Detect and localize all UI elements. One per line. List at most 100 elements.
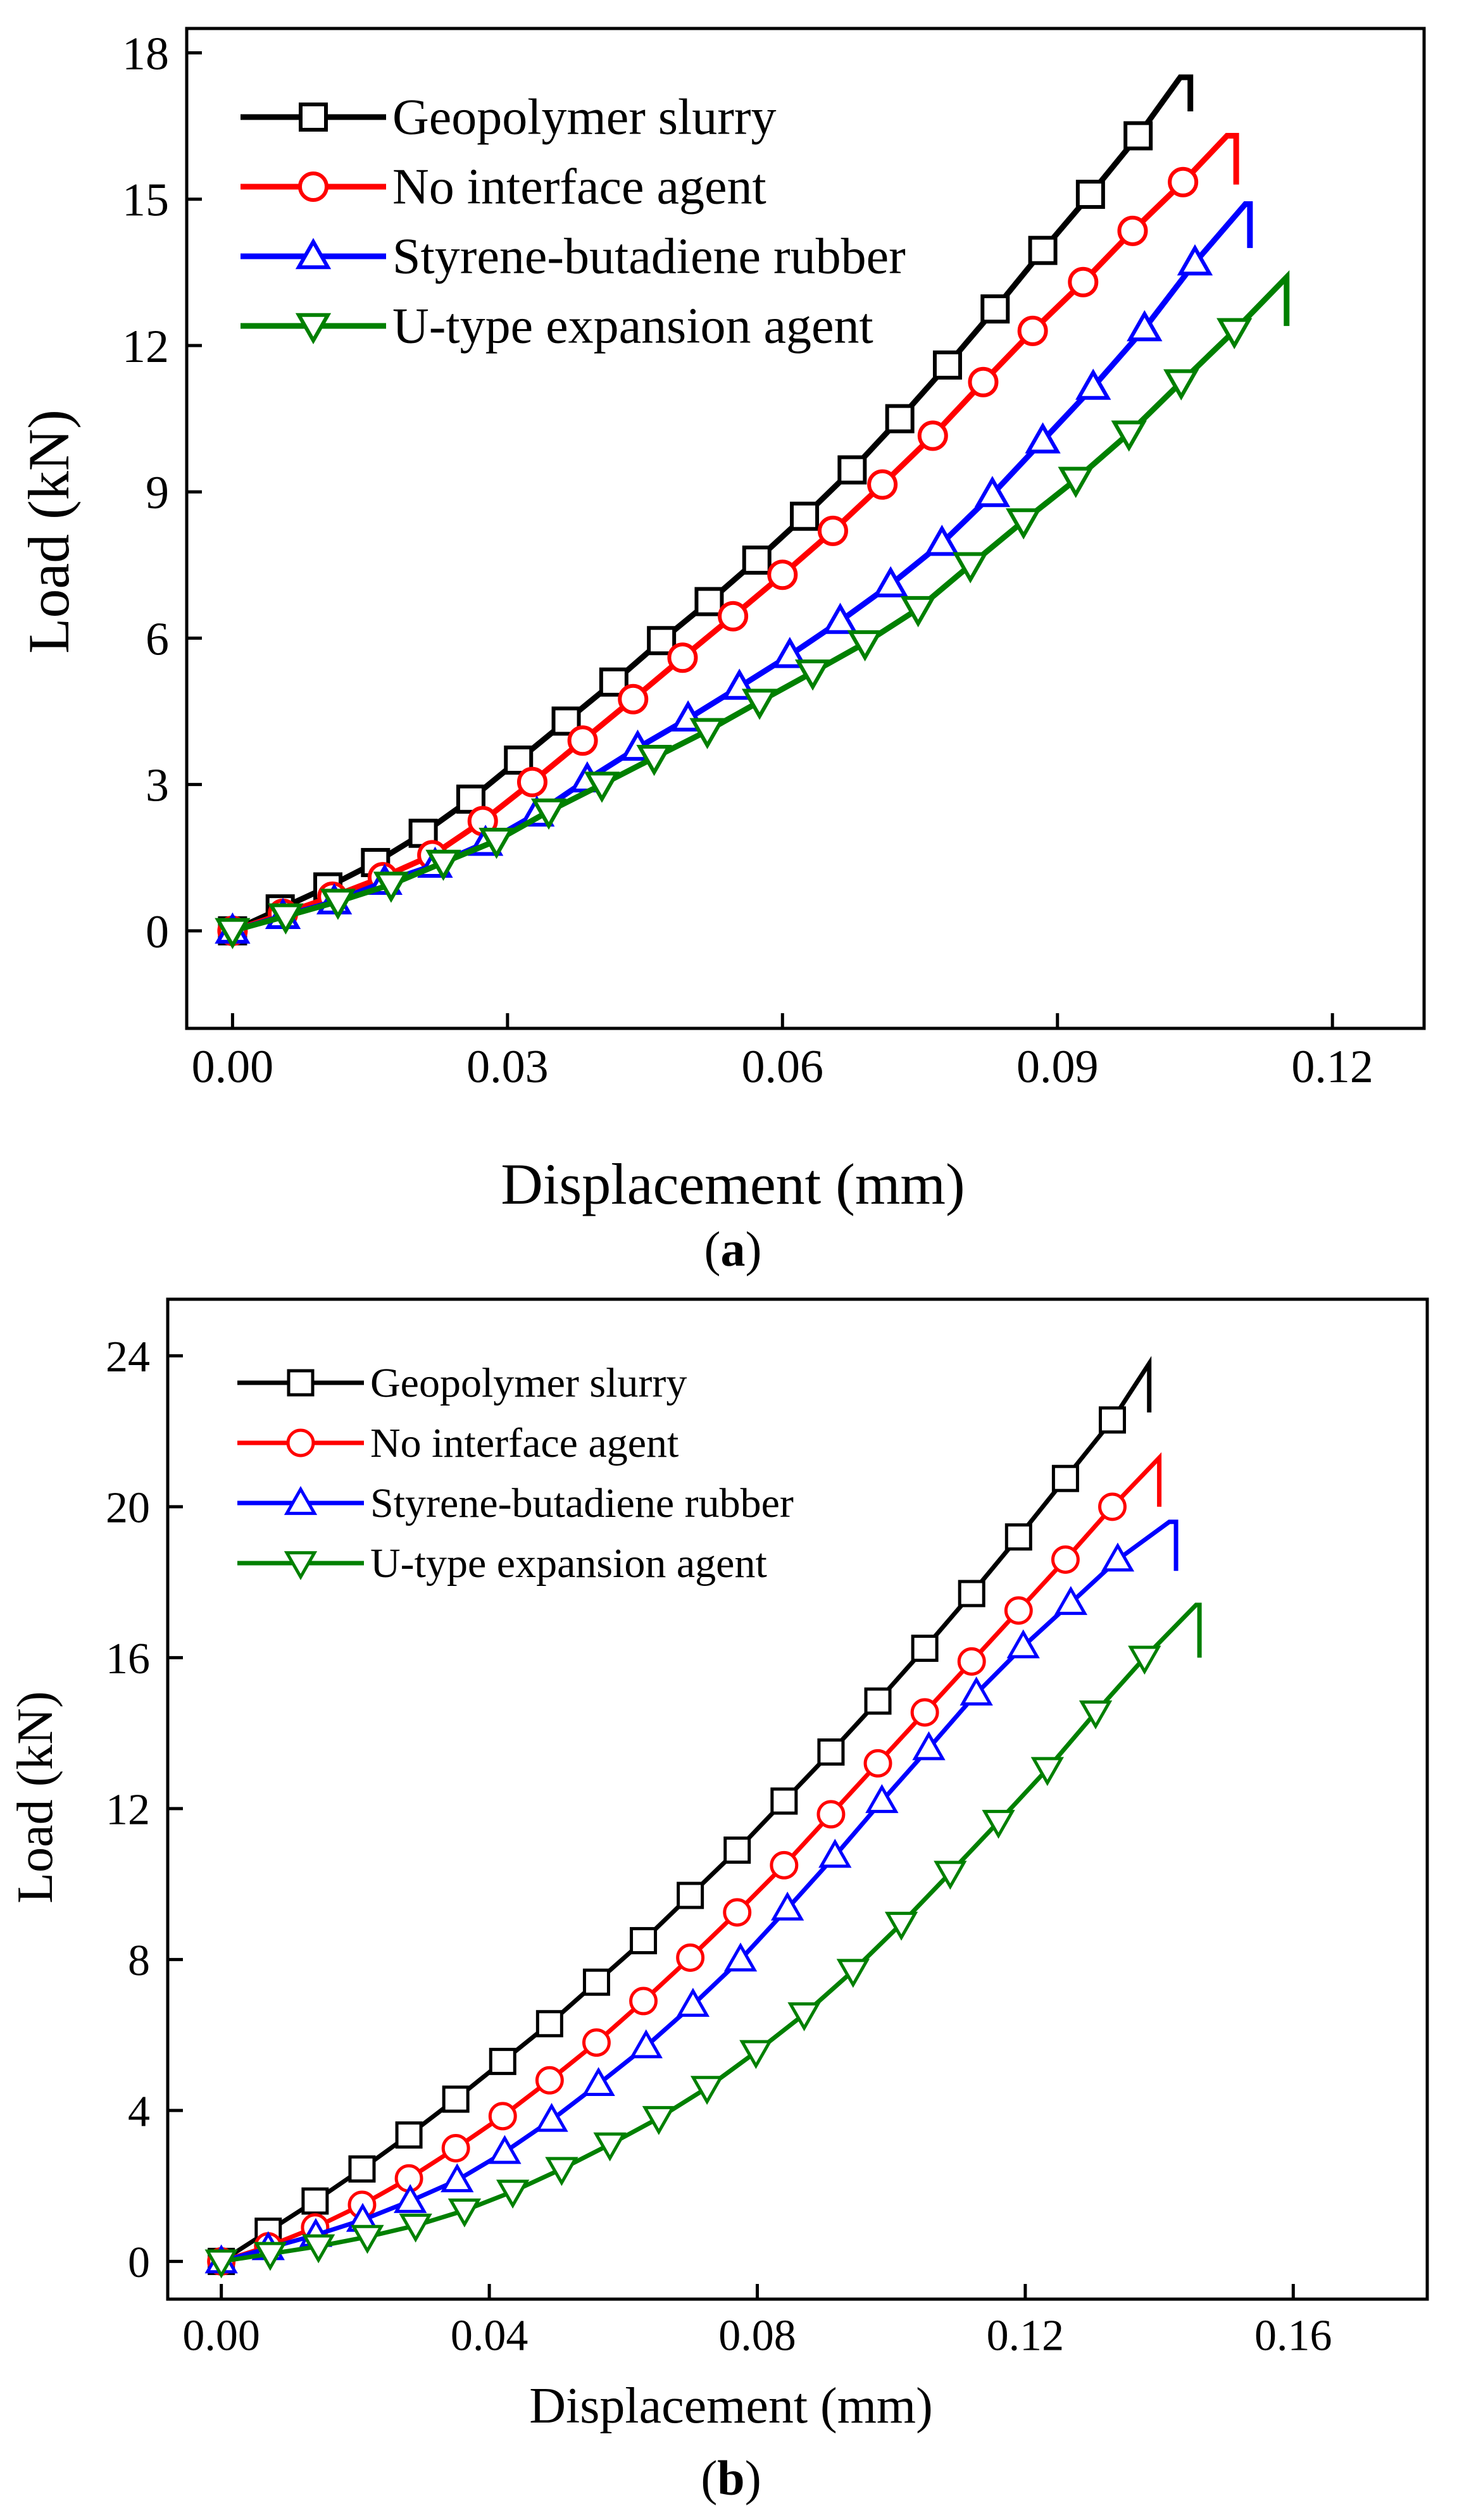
chart-b-series-1-line [220, 1452, 1162, 2264]
chart-a-legend-label-3: U-type expansion agent [392, 298, 873, 354]
chart-a-series-1-point-16 [1017, 315, 1048, 346]
chart-a-series-1-point-11 [767, 559, 798, 590]
chart-a-series-3-point-0 [215, 918, 251, 949]
chart-a-series-3-point-6 [530, 798, 567, 830]
chart-b-series-3-point-8 [593, 2132, 627, 2162]
chart-a-y-tick-label-3: 9 [146, 467, 169, 519]
chart-a-series-3-point-15 [1005, 508, 1042, 540]
chart-b-series-0-point-10 [677, 1881, 704, 1909]
chart-b-caption: (b) [701, 2450, 761, 2505]
chart-a-series-3-point-3 [373, 871, 410, 903]
chart-b-series-2-point-8 [582, 2067, 615, 2097]
chart-b-series-1-point-12 [770, 1850, 799, 1880]
chart-b-legend: Geopolymer slurry No interface agent Styre… [237, 1360, 794, 1587]
chart-b-x-tick-label-3: 0.12 [987, 2312, 1065, 2361]
chart-b-series-1-point-9 [629, 1987, 658, 2016]
chart-a-y-tick-label-5: 15 [122, 175, 169, 227]
chart-b-series-3-point-17 [1030, 1757, 1064, 1787]
chart-b-series-1-point-15 [910, 1698, 939, 1727]
chart-a-series-0-point-15 [932, 350, 962, 380]
chart-b-series-3-point-14 [884, 1911, 918, 1941]
chart-a-series-2-point-19 [1177, 244, 1213, 276]
chart-b-x-tick-label-0: 0.00 [182, 2312, 260, 2361]
chart-b-series-1-point-6 [488, 2102, 517, 2131]
chart-b-legend-label-0: Geopolymer slurry [370, 1360, 687, 1406]
chart-b-series-2-point-5 [441, 2163, 474, 2193]
chart-a-series-3-point-5 [478, 828, 515, 859]
chart-a-series-3-point-10 [741, 689, 778, 720]
chart-a-x-tick-label-2: 0.06 [742, 1041, 824, 1093]
chart-a-series-1-point-8 [618, 683, 649, 714]
chart-a-series-0-point-17 [1028, 235, 1058, 265]
chart-a-series-0-point-9 [647, 626, 677, 656]
chart-b-series-1-point-19 [1098, 1492, 1127, 1521]
chart-a-series-0-point-19 [1123, 121, 1153, 151]
chart-a-series-3-point-19 [1216, 318, 1253, 349]
chart-b-series-3-point-6 [496, 2180, 530, 2209]
chart-b: 0.00 0.04 0.08 0.12 0.16 0 4 8 12 16 20 24 Displace… [8, 1297, 1429, 2505]
chart-b-series-2-point-6 [488, 2135, 522, 2164]
chart-b-x-tick-label-1: 0.04 [451, 2312, 528, 2361]
chart-a-legend-marker-1 [298, 172, 328, 202]
chart-b-series-0-point-14 [864, 1687, 892, 1715]
chart-a-series-1-point-7 [567, 725, 598, 756]
chart-a-series-3-point-8 [636, 744, 672, 777]
chart-a-series-2-point-12 [822, 602, 858, 634]
chart-b-series-3-point-18 [1079, 1700, 1113, 1730]
chart-a-series-0-point-12 [790, 501, 820, 531]
chart-a-y-tick-label-6: 18 [122, 28, 169, 80]
chart-b-series-0-line [220, 1356, 1152, 2264]
chart-b-series-0-point-2 [301, 2187, 329, 2215]
chart-b-x-tick-label-4: 0.16 [1254, 2312, 1332, 2361]
chart-a-series-1-point-17 [1068, 266, 1099, 297]
chart-b-series-2-point-10 [676, 1988, 710, 2017]
chart-b-x-tick-label-2: 0.08 [718, 2312, 796, 2361]
chart-b-series-2-point-18 [1054, 1586, 1088, 1615]
chart-a-legend: Geopolymer slurry No interface agent Styre… [241, 89, 906, 354]
chart-b-series-3-point-2 [302, 2234, 335, 2264]
chart-a-series-0-point-8 [599, 667, 628, 697]
chart-a-series-1-point-19 [1168, 166, 1199, 197]
chart-a-series-2-point-15 [974, 476, 1011, 508]
chart-b-series-2-point-14 [865, 1784, 899, 1813]
chart-b-legend-label-1: No interface agent [370, 1420, 678, 1466]
chart-b-series-0-point-6 [489, 2047, 516, 2075]
chart-b-series-3-point-16 [982, 1809, 1015, 1839]
chart-a-series-3-point-2 [320, 889, 356, 920]
chart-a-series-1-point-10 [718, 601, 749, 632]
chart-a-series-3-point-13 [900, 596, 936, 628]
chart-b-series-3-point-19 [1128, 1645, 1161, 1675]
chart-a-legend-marker-2 [295, 237, 332, 270]
chart-b-series-3 [204, 1602, 1202, 2279]
chart-b-marks [204, 1356, 1202, 2279]
chart-b-series-1-point-14 [863, 1749, 892, 1778]
chart-b-series-1-point-7 [535, 2066, 564, 2095]
chart-a-x-tick-label-0: 0.00 [192, 1041, 274, 1093]
chart-b-caption-letter: b [717, 2450, 744, 2505]
chart-a-series-3-point-18 [1163, 369, 1199, 401]
chart-a-series-3-point-9 [689, 718, 725, 749]
chart-b-series-1-point-10 [676, 1943, 705, 1972]
chart-a-series-3-point-16 [1058, 466, 1094, 498]
chart-a-ticks: 0.00 0.03 0.06 0.09 0.12 0 3 6 9 12 15 18 [122, 28, 1373, 1093]
chart-a-caption: (a) [704, 1221, 762, 1276]
chart-b-series-0-point-13 [817, 1738, 845, 1766]
chart-a-marks [215, 74, 1290, 949]
chart-a-y-axis-label: Load (kN) [16, 409, 81, 654]
chart-b-series-0-point-4 [395, 2121, 423, 2149]
chart-b-series-1-point-18 [1051, 1545, 1080, 1574]
chart-a-x-tick-label-1: 0.03 [466, 1041, 549, 1093]
chart-b-series-0-point-7 [535, 2010, 563, 2038]
chart-a-series-2-point-16 [1025, 422, 1061, 454]
chart-b-y-tick-label-4: 16 [106, 1635, 150, 1683]
chart-b-series-0-point-9 [630, 1927, 658, 1955]
chart-a-legend-marker-3 [295, 313, 332, 345]
chart-a-y-tick-label-4: 12 [122, 321, 169, 373]
chart-b-series-0-point-17 [1004, 1523, 1032, 1551]
chart-a-x-tick-label-3: 0.09 [1016, 1041, 1099, 1093]
chart-a-legend-label-2: Styrene-butadiene rubber [392, 228, 906, 284]
chart-b-series-0-point-18 [1051, 1464, 1079, 1492]
chart-b-series-0-point-19 [1099, 1406, 1126, 1434]
chart-a-series-3-point-14 [952, 552, 989, 583]
